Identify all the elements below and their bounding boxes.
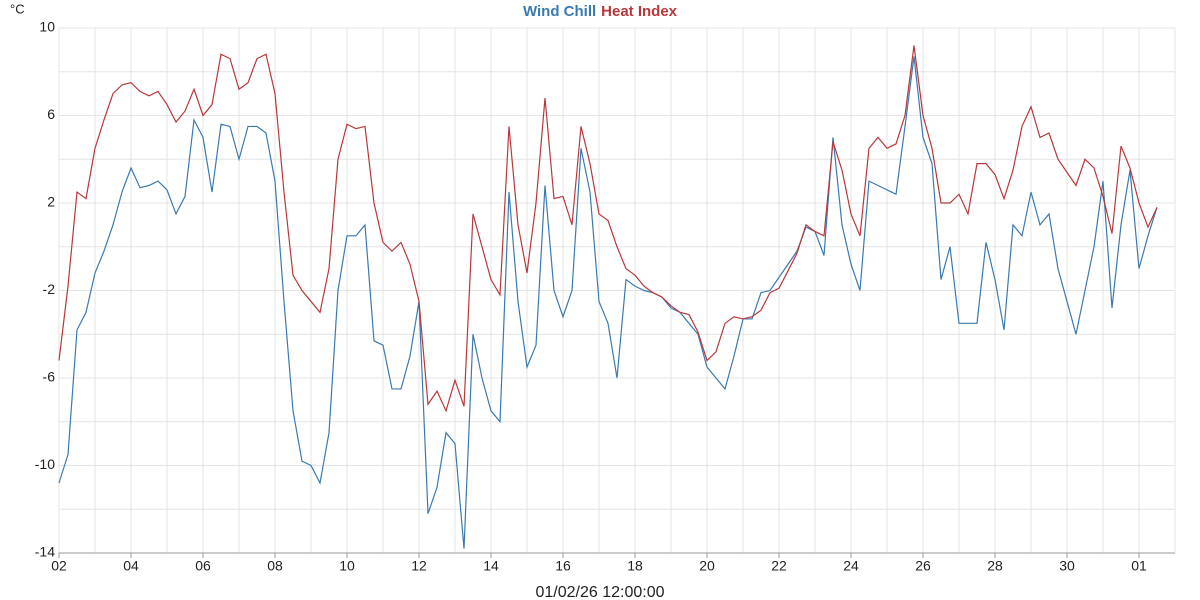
- legend: Wind Chill Heat Index: [523, 3, 678, 20]
- y-tick-label: 6: [47, 106, 55, 122]
- x-tick-label: 24: [843, 558, 859, 574]
- series-line: [58, 45, 1158, 413]
- series-line: [58, 56, 1158, 549]
- x-tick-label: 04: [123, 558, 139, 574]
- legend-entry: Wind Chill: [523, 3, 596, 20]
- x-tick-label: 30: [1059, 558, 1075, 574]
- x-tick-label: 06: [195, 558, 211, 574]
- x-label: 01/02/26 12:00:00: [535, 584, 664, 600]
- x-tick-label: 20: [699, 558, 715, 574]
- x-tick-label: 18: [627, 558, 643, 574]
- x-tick-label: 28: [987, 558, 1003, 574]
- x-tick-label: 16: [555, 558, 571, 574]
- x-tick-label: 26: [915, 558, 931, 574]
- y-tick-label: -14: [35, 544, 55, 560]
- y-tick-label: -10: [35, 456, 55, 472]
- y-tick-label: 10: [39, 19, 55, 35]
- x-tick-label: 01: [1131, 558, 1147, 574]
- x-tick-label: 22: [771, 558, 787, 574]
- legend-entry: Heat Index: [601, 3, 678, 20]
- x-tick-label: 02: [51, 558, 67, 574]
- x-tick-label: 12: [411, 558, 427, 574]
- y-tick-label: 2: [47, 194, 55, 210]
- y-unit: °C: [10, 1, 25, 16]
- x-tick-label: 14: [483, 558, 499, 574]
- y-tick-label: -2: [43, 281, 56, 297]
- y-tick-label: -6: [43, 369, 56, 385]
- x-tick-label: 10: [339, 558, 355, 574]
- x-tick-label: 08: [267, 558, 283, 574]
